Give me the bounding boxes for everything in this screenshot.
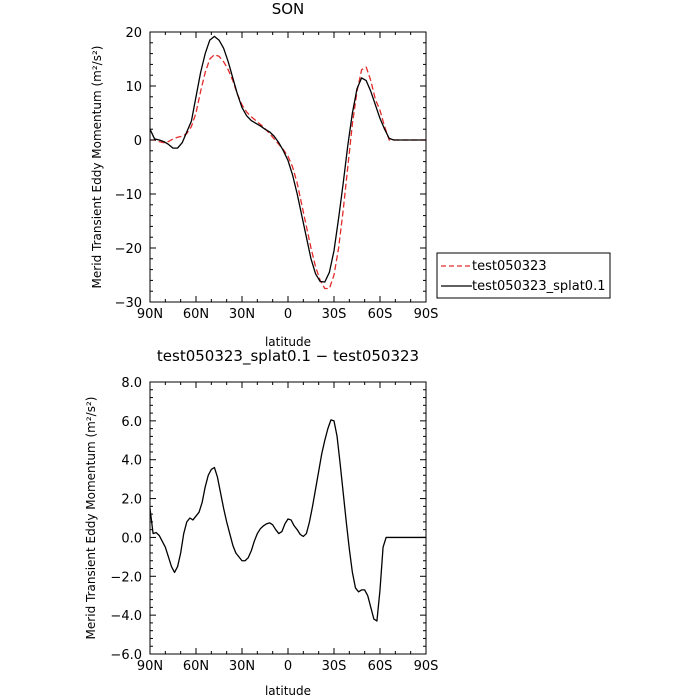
x-tick-label: 60N xyxy=(183,659,209,674)
y-tick-label: 20 xyxy=(125,26,142,41)
x-tick-label: 30S xyxy=(322,307,347,322)
bottom-chart-title: test050323_splat0.1 − test050323 xyxy=(157,347,419,366)
x-tick-label: 60S xyxy=(368,659,393,674)
x-tick-label: 60S xyxy=(368,307,393,322)
bottom-plot-frame xyxy=(149,381,427,655)
bottom-y-axis-label: Merid Transient Eddy Momentum (m²/s²) xyxy=(84,397,98,640)
y-tick-label: −4.0 xyxy=(110,609,142,624)
x-tick-label: 90N xyxy=(137,307,163,322)
top-y-ticks: −30 −20 −10 0 10 20 xyxy=(115,26,426,311)
x-tick-label: 0 xyxy=(284,307,292,322)
top-x-ticks: 90N 60N 30N 0 30S 60S 90S xyxy=(137,32,439,322)
bottom-x-ticks: 90N 60N 30N 0 30S 60S 90S xyxy=(137,382,439,674)
bottom-series-lines xyxy=(149,419,426,622)
bottom-x-axis-label: latitude xyxy=(265,684,311,698)
series-line-1-0 xyxy=(149,419,426,622)
y-tick-label: −6.0 xyxy=(110,648,142,663)
x-tick-label: 30S xyxy=(322,659,347,674)
y-tick-label: 6.0 xyxy=(121,415,142,430)
y-tick-label: −20 xyxy=(115,242,142,257)
y-tick-label: 0.0 xyxy=(121,531,142,546)
legend-label-test050323: test050323 xyxy=(472,259,547,274)
x-tick-label: 0 xyxy=(284,659,292,674)
x-tick-label: 30N xyxy=(229,307,255,322)
y-tick-label: 10 xyxy=(125,80,142,95)
x-tick-label: 90S xyxy=(414,659,439,674)
y-tick-label: 8.0 xyxy=(121,376,142,391)
x-tick-label: 60N xyxy=(183,307,209,322)
y-tick-label: 4.0 xyxy=(121,454,142,469)
x-tick-label: 30N xyxy=(229,659,255,674)
bottom-panel: test050323_splat0.1 − test050323 90N 60N 3… xyxy=(84,347,438,698)
y-tick-label: −10 xyxy=(115,188,142,203)
legend-label-test050323-splat0-1: test050323_splat0.1 xyxy=(472,279,605,294)
legend: test050323 test050323_splat0.1 xyxy=(436,252,611,299)
series-line-0-0 xyxy=(150,54,426,290)
top-x-axis-label: latitude xyxy=(265,335,311,349)
legend-box xyxy=(436,252,611,299)
series-line-0-1 xyxy=(149,35,426,283)
bottom-y-ticks: −6.0 −4.0 −2.0 0.0 2.0 4.0 6.0 8.0 xyxy=(110,376,426,663)
top-y-axis-label: Merid Transient Eddy Momentum (m²/s²) xyxy=(90,46,104,289)
top-chart-title: SON xyxy=(272,0,305,18)
top-plot-frame xyxy=(149,31,427,303)
x-tick-label: 90S xyxy=(414,307,439,322)
top-panel: SON 90N 60N 30N 0 30S 60S 90S −30 −20 −10 0 10 20 l… xyxy=(90,0,438,349)
y-tick-label: −30 xyxy=(115,296,142,311)
y-tick-label: 0 xyxy=(134,134,142,149)
x-tick-label: 90N xyxy=(137,659,163,674)
y-tick-label: −2.0 xyxy=(110,570,142,585)
top-series-lines xyxy=(149,35,426,290)
y-tick-label: 2.0 xyxy=(121,493,142,508)
